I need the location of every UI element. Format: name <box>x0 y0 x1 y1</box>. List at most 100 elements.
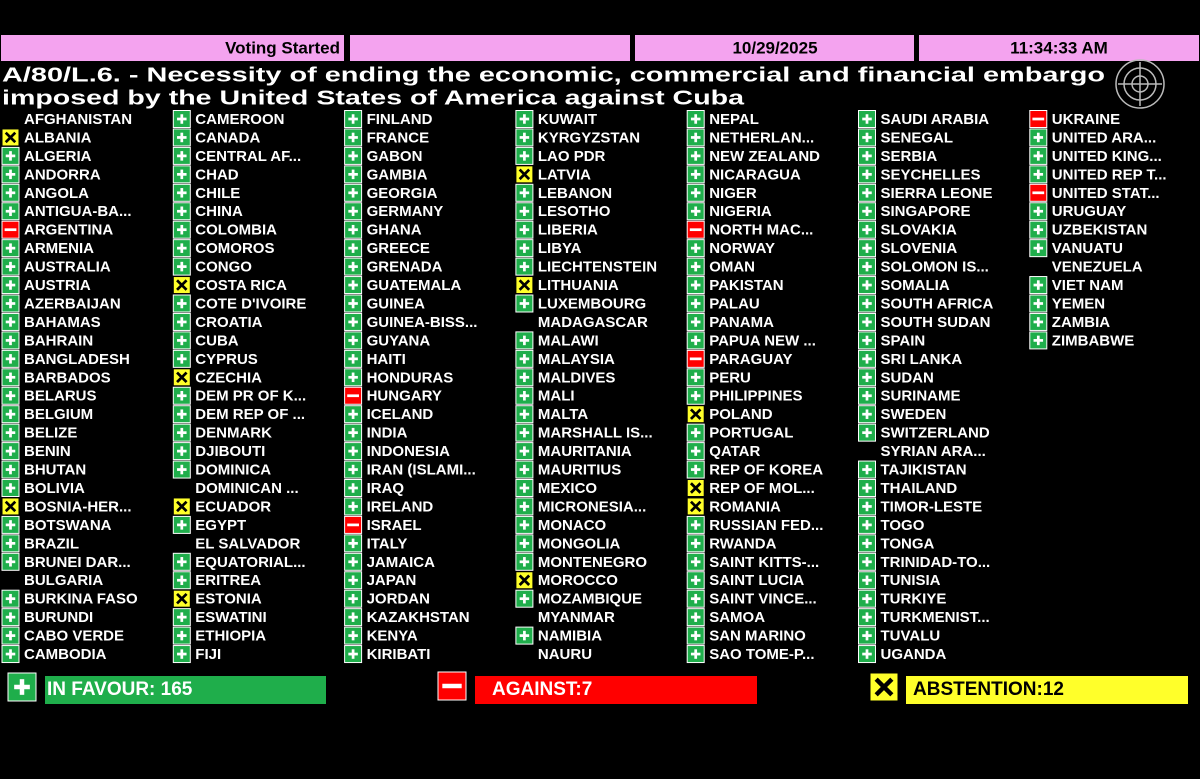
icon-plus <box>523 114 526 124</box>
vote-icon-yes <box>686 165 705 184</box>
vote-icon-yes <box>172 552 191 571</box>
vote-icon-yes <box>858 312 876 331</box>
vote-icon-yes <box>858 626 876 645</box>
country-name: TURKIYE <box>881 591 947 608</box>
vote-icon-yes <box>172 386 191 405</box>
icon-plus <box>694 206 698 217</box>
icon-plus <box>865 501 869 512</box>
icon-plus <box>865 114 869 124</box>
country-name: CHILE <box>195 185 240 202</box>
country-name: BENIN <box>24 443 71 460</box>
country-name: MONGOLIA <box>538 535 621 552</box>
vote-icon-yes <box>515 552 534 571</box>
country-name: TAJIKISTAN <box>881 462 967 479</box>
country-name: LEBANON <box>538 185 612 202</box>
country-name: INDONESIA <box>367 443 451 460</box>
icon-x <box>874 677 894 697</box>
country-name: PERU <box>709 369 751 386</box>
country-name: MALAYSIA <box>538 351 615 368</box>
vote-icon-abstain <box>686 497 705 516</box>
country-name: PAKISTAN <box>709 277 783 294</box>
country-name: COSTA RICA <box>195 277 287 294</box>
vote-icon-yes <box>686 608 705 627</box>
icon-plus <box>180 261 184 272</box>
vote-icon-yes <box>1 534 20 553</box>
country-name: SIERRA LEONE <box>881 185 993 202</box>
country-name: CHAD <box>195 166 238 183</box>
country-name: SEYCHELLES <box>881 166 981 183</box>
country-name: LIBERIA <box>538 222 598 239</box>
country-name: BRAZIL <box>24 535 79 552</box>
icon-plus <box>351 206 355 217</box>
icon-plus <box>694 114 698 124</box>
country-name: BELIZE <box>24 425 77 442</box>
abstention-total: ABSTENTION:12 <box>913 679 1064 700</box>
icon-plus <box>865 390 869 401</box>
icon-plus <box>9 298 12 309</box>
vote-icon-yes <box>344 460 363 479</box>
icon-plus <box>9 464 12 475</box>
vote-icon-no <box>686 349 705 368</box>
icon-minus <box>347 394 359 398</box>
in-favour-bar <box>45 676 326 704</box>
country-name: SPAIN <box>881 332 926 349</box>
vote-icon-yes <box>515 257 534 276</box>
vote-icon-yes <box>1 202 20 221</box>
vote-icon-yes <box>172 515 191 534</box>
vote-icon-no <box>1029 183 1048 202</box>
icon-plus <box>865 575 869 586</box>
vote-icon-no <box>344 386 363 405</box>
vote-icon-yes <box>1 368 20 387</box>
vote-icon-yes <box>515 423 534 442</box>
vote-icon-yes <box>1 183 20 202</box>
resolution-title: imposed by the United States of America … <box>2 87 745 109</box>
vote-icon-yes <box>172 645 191 664</box>
icon-plus <box>865 335 869 346</box>
country-name: CONGO <box>195 259 252 276</box>
vote-icon-yes <box>515 202 534 221</box>
country-name: TUVALU <box>881 628 941 645</box>
icon-plus <box>694 520 698 530</box>
country-name: CAMBODIA <box>24 646 107 663</box>
vote-icon-yes <box>858 220 876 239</box>
vote-icon-yes <box>344 165 363 184</box>
vote-icon-yes <box>686 423 705 442</box>
icon-plus <box>9 206 12 217</box>
vote-icon-no <box>437 671 467 701</box>
vote-icon-yes <box>515 146 534 165</box>
vote-icon-yes <box>858 608 876 627</box>
country-name: FRANCE <box>367 129 430 146</box>
vote-icon-yes <box>858 589 876 608</box>
country-name: DENMARK <box>195 425 272 442</box>
icon-plus <box>694 335 698 346</box>
icon-plus <box>1036 243 1040 253</box>
vote-icon-yes <box>686 626 705 645</box>
icon-plus <box>9 280 12 290</box>
icon-minus <box>1032 191 1045 195</box>
icon-plus <box>865 538 869 549</box>
vote-icon-yes <box>344 497 363 516</box>
country-name: VANUATU <box>1052 240 1123 257</box>
icon-plus <box>180 612 184 622</box>
icon-plus <box>9 261 12 272</box>
vote-icon-yes <box>686 368 705 387</box>
icon-plus <box>865 132 869 143</box>
vote-icon-yes <box>858 294 876 313</box>
country-name: MONACO <box>538 517 607 534</box>
country-name: AUSTRIA <box>24 277 91 294</box>
vote-icon-yes <box>172 460 191 479</box>
icon-plus <box>523 427 526 438</box>
vote-icon-yes <box>858 349 876 368</box>
country-name: SWEDEN <box>881 406 947 423</box>
country-name: DEM REP OF ... <box>195 406 305 423</box>
vote-icon-yes <box>515 386 534 405</box>
icon-plus <box>694 280 698 290</box>
vote-icon-yes <box>1 423 20 442</box>
vote-icon-yes <box>172 220 191 239</box>
country-name: BAHAMAS <box>24 314 101 331</box>
icon-plus <box>1036 169 1040 180</box>
country-name: SENEGAL <box>881 129 954 146</box>
vote-icon-yes <box>686 645 705 664</box>
icon-plus <box>180 649 184 659</box>
